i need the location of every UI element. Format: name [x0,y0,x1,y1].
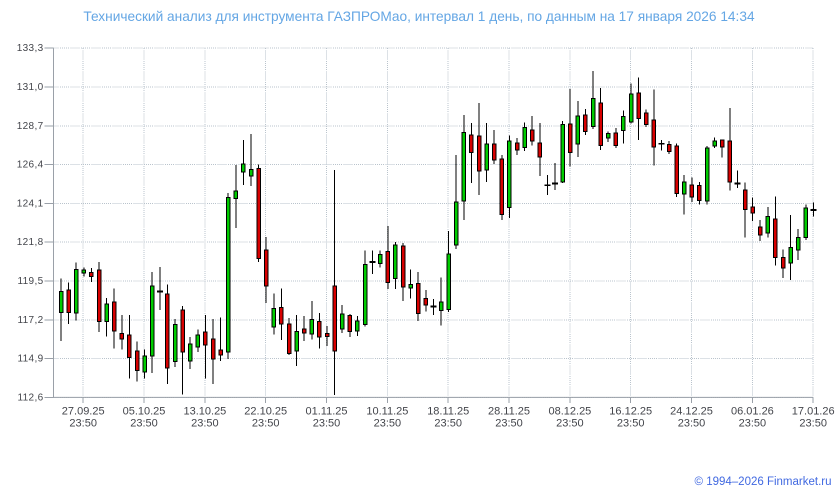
svg-text:23:50: 23:50 [313,418,341,430]
svg-text:114,9: 114,9 [17,354,43,365]
svg-text:128,7: 128,7 [17,121,44,132]
svg-text:23:50: 23:50 [252,418,280,430]
svg-text:17.01.26: 17.01.26 [792,406,835,418]
svg-text:23:50: 23:50 [495,418,523,430]
svg-text:18.11.25: 18.11.25 [427,406,469,418]
svg-text:23:50: 23:50 [799,418,827,430]
svg-text:01.11.25: 01.11.25 [305,406,347,418]
svg-text:131,0: 131,0 [17,82,44,93]
svg-text:112,6: 112,6 [17,392,43,403]
svg-text:24.12.25: 24.12.25 [670,406,713,418]
svg-text:23:50: 23:50 [69,418,97,430]
svg-text:23:50: 23:50 [739,418,767,430]
svg-text:08.12.25: 08.12.25 [548,406,591,418]
svg-text:23:50: 23:50 [130,418,158,430]
svg-text:119,5: 119,5 [17,276,43,287]
svg-text:126,4: 126,4 [17,160,44,171]
svg-text:133,3: 133,3 [17,43,44,54]
svg-text:10.11.25: 10.11.25 [366,406,408,418]
svg-text:23:50: 23:50 [617,418,645,430]
svg-text:121,8: 121,8 [17,237,44,248]
svg-text:05.10.25: 05.10.25 [123,406,166,418]
svg-text:117,2: 117,2 [17,315,43,326]
svg-text:© 1994–2026 Finmarket.ru: © 1994–2026 Finmarket.ru [695,476,832,488]
svg-text:23:50: 23:50 [678,418,706,430]
svg-text:16.12.25: 16.12.25 [609,406,652,418]
svg-text:23:50: 23:50 [374,418,402,430]
svg-text:13.10.25: 13.10.25 [183,406,226,418]
svg-text:28.11.25: 28.11.25 [488,406,530,418]
svg-text:23:50: 23:50 [191,418,219,430]
svg-text:124,1: 124,1 [17,198,44,209]
svg-text:Технический анализ для инструм: Технический анализ для инструмента ГАЗПР… [83,9,755,24]
svg-text:06.01.26: 06.01.26 [731,406,774,418]
svg-text:23:50: 23:50 [434,418,462,430]
svg-text:23:50: 23:50 [556,418,584,430]
svg-text:27.09.25: 27.09.25 [62,406,105,418]
svg-text:22.10.25: 22.10.25 [244,406,287,418]
